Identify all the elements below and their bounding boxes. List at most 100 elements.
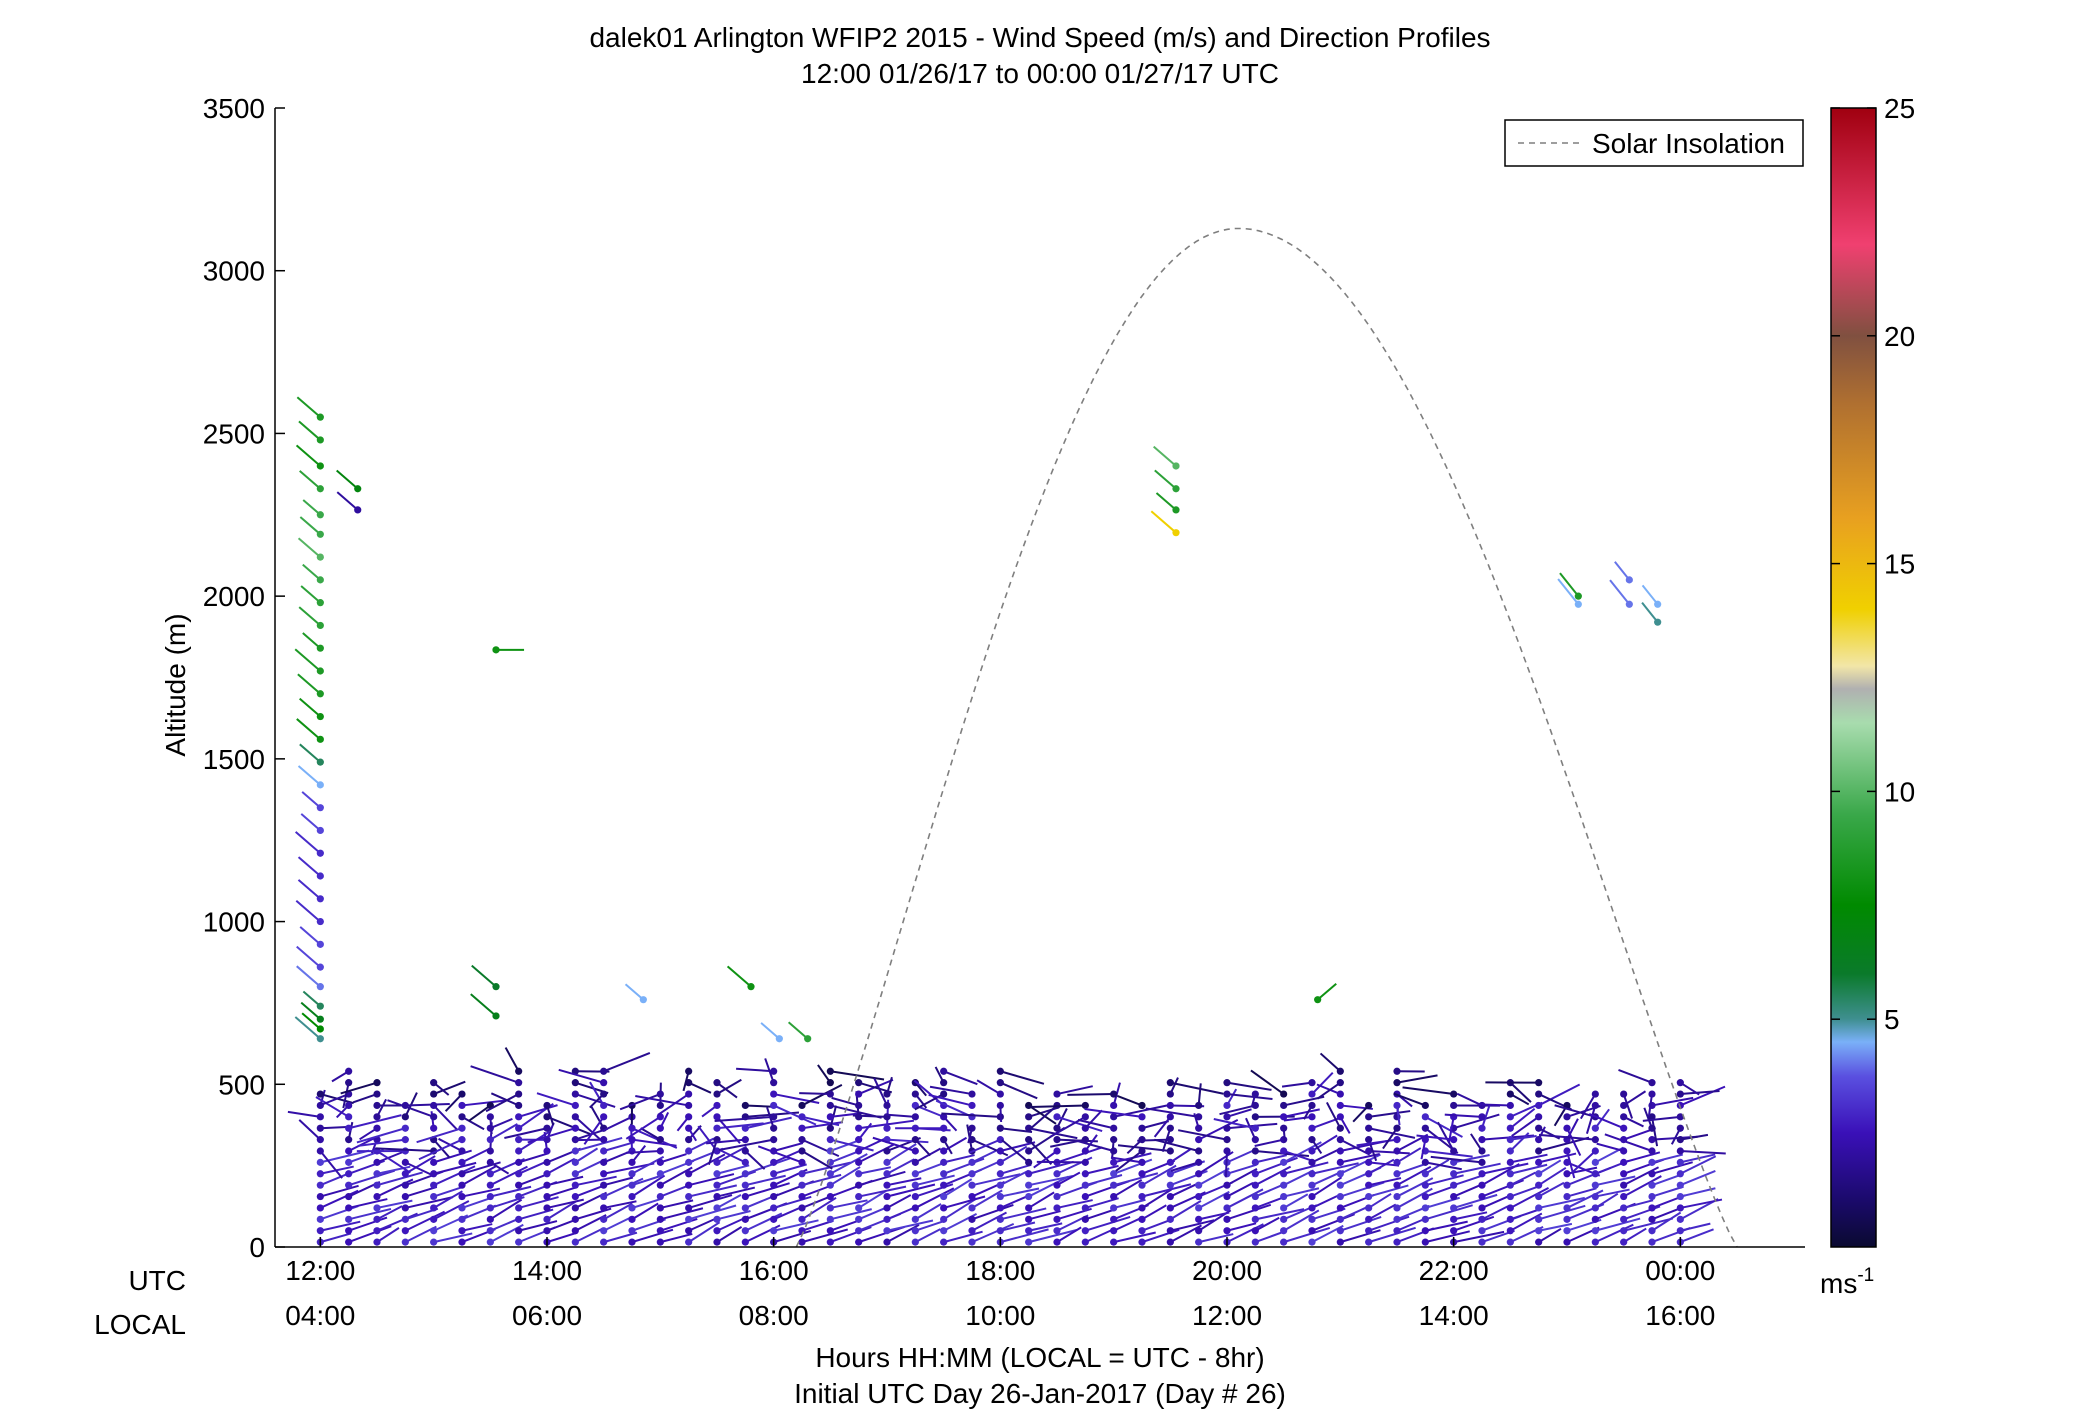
colorbar-tick-label: 5: [1884, 1004, 1900, 1035]
wind-barb-dot: [685, 1158, 693, 1166]
wind-barb-stem: [631, 1198, 661, 1209]
wind-barb-stem: [302, 563, 321, 581]
wind-barb-dot: [354, 506, 362, 514]
wind-barb-dot: [1393, 1170, 1401, 1178]
wind-barb-dot: [1535, 1090, 1543, 1098]
wind-barb-stem: [1213, 1118, 1256, 1130]
wind-barb-dot: [1172, 485, 1180, 493]
wind-barb-dot: [458, 1158, 466, 1166]
wind-barb-dot: [1025, 1113, 1033, 1121]
wind-barb-dot: [571, 1238, 579, 1246]
wind-barb-dot: [1025, 1227, 1033, 1235]
wind-barb-stem: [1538, 1196, 1586, 1209]
y-tick-label: 2500: [203, 418, 265, 449]
wind-barb-dot: [798, 1215, 806, 1223]
wind-barb-dot: [628, 1215, 636, 1223]
wind-barb-stem: [387, 1099, 435, 1118]
wind-barb-dot: [1081, 1147, 1089, 1155]
wind-barb-stem: [1679, 1228, 1714, 1244]
wind-barb-dot: [968, 1204, 976, 1212]
wind-barb-dot: [770, 1181, 778, 1189]
wind-barb-dot: [911, 1238, 919, 1246]
wind-barb-stem: [1056, 1171, 1081, 1187]
wind-barb-stem: [773, 1219, 819, 1232]
wind-barb-dot: [1280, 1227, 1288, 1235]
wind-barb-stem: [575, 1175, 617, 1187]
wind-barb-stem: [297, 673, 321, 695]
wind-barb-dot: [770, 1079, 778, 1087]
wind-barb-dot: [798, 1238, 806, 1246]
wind-barb-stem: [1456, 1092, 1483, 1107]
wind-barb-stem: [433, 1149, 472, 1164]
wind-barb-stem: [1478, 1103, 1511, 1107]
wind-barb-dot: [770, 1090, 778, 1098]
wind-barb-dot: [600, 1204, 608, 1212]
wind-barb-stem: [527, 1127, 576, 1144]
wind-barb-dot: [1535, 1227, 1543, 1235]
wind-barb-dot: [316, 1101, 324, 1110]
wind-barb-stem: [1538, 1204, 1586, 1221]
wind-barb-dot: [600, 1079, 608, 1087]
wind-barb-dot: [1308, 1227, 1316, 1235]
wind-barb-dot: [940, 1204, 948, 1212]
wind-barb-dot: [656, 1227, 664, 1235]
wind-barb-stem: [1416, 1134, 1454, 1141]
wind-barb-stem: [489, 1165, 528, 1187]
wind-barb-dot: [656, 1090, 664, 1098]
wind-barb-dot: [996, 1158, 1004, 1166]
wind-barb-stem: [1316, 1081, 1341, 1100]
wind-barb-stem: [348, 1136, 377, 1152]
wind-barb-dot: [373, 1158, 381, 1166]
wind-barb-stem: [716, 1078, 742, 1095]
wind-barb-dot: [911, 1158, 919, 1166]
wind-barb-stem: [589, 1081, 605, 1106]
wind-barb-dot: [940, 1227, 948, 1235]
wind-barb-stem: [1027, 1138, 1053, 1165]
wind-barb-dot: [515, 1067, 523, 1075]
wind-barb-stem: [603, 1141, 635, 1152]
wind-barb-stem: [376, 1150, 411, 1174]
wind-barb-stem: [943, 1197, 978, 1221]
wind-barb-dot: [1195, 1147, 1203, 1155]
wind-barb-dot: [883, 1090, 891, 1098]
wind-barb-stem: [852, 1114, 888, 1118]
wind-barb-stem: [1623, 1199, 1654, 1209]
wind-barb-dot: [571, 1113, 579, 1121]
wind-barb-dot: [747, 983, 755, 991]
wind-barb-dot: [458, 1204, 466, 1212]
wind-barb-stem: [546, 1200, 577, 1221]
wind-barb-stem: [1226, 1222, 1257, 1232]
wind-barb-dot: [1648, 1136, 1656, 1144]
wind-barb-stem: [1110, 1156, 1143, 1164]
wind-barb-dot: [316, 1035, 324, 1043]
wind-barb-dot: [770, 1136, 778, 1144]
wind-barb-stem: [1056, 1115, 1103, 1133]
wind-barb-stem: [1511, 1116, 1540, 1137]
wind-barb-dot: [1478, 1227, 1486, 1235]
wind-barb-stem: [625, 1115, 661, 1140]
wind-barb-dot: [1172, 506, 1180, 514]
wind-barb-dot: [543, 1124, 551, 1132]
wind-barb-stem: [928, 1093, 973, 1107]
wind-barb-stem: [1538, 1227, 1562, 1243]
wind-barb-stem: [1283, 1227, 1331, 1244]
wind-barb-stem: [1623, 1175, 1662, 1198]
wind-barb-dot: [316, 895, 324, 903]
wind-barb-stem: [858, 1143, 896, 1164]
wind-barb-stem: [1028, 1222, 1063, 1232]
wind-barb-stem: [1647, 1093, 1653, 1117]
wind-barb-dot: [1563, 1170, 1571, 1178]
wind-barb-dot: [685, 1101, 693, 1110]
wind-barb-dot: [1450, 1090, 1458, 1098]
wind-barb-stem: [376, 1150, 404, 1164]
wind-barb-dot: [345, 1204, 353, 1212]
wind-barb-stem: [943, 1070, 978, 1086]
wind-barb-stem: [301, 791, 321, 809]
wind-barb-stem: [943, 1230, 983, 1244]
wind-barb-stem: [1641, 602, 1659, 623]
wind-barb-dot: [1053, 1238, 1061, 1246]
wind-barb-stem: [1141, 1204, 1167, 1221]
wind-barb-dot: [1308, 1192, 1316, 1201]
wind-barb-dot: [685, 1067, 693, 1075]
legend: Solar Insolation: [1504, 119, 1804, 167]
